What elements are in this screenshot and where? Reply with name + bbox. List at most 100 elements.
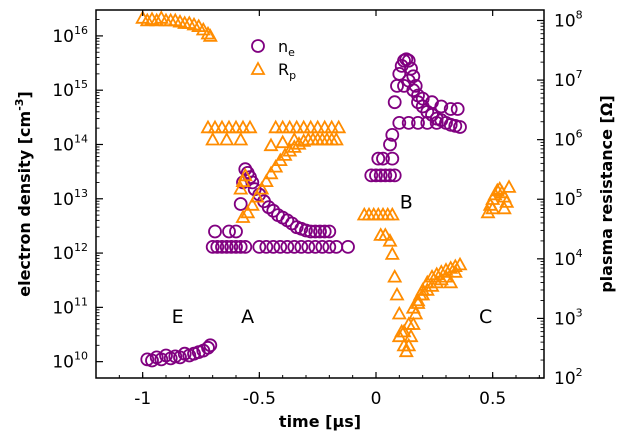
point-ne-74 bbox=[390, 79, 404, 93]
point-ne-16 bbox=[210, 239, 225, 254]
point-ne-57 bbox=[308, 239, 323, 254]
y-right-tick-label-2: 104 bbox=[554, 247, 583, 270]
point-ne-22 bbox=[238, 239, 253, 254]
y-axis-left-title-main: electron density [cm bbox=[15, 111, 34, 297]
point-rp-39 bbox=[282, 142, 298, 157]
point-rp-42 bbox=[296, 133, 312, 147]
point-ne-56 bbox=[301, 239, 316, 254]
point-ne-102 bbox=[450, 102, 465, 116]
point-ne-101 bbox=[443, 102, 458, 116]
point-ne-63 bbox=[369, 168, 383, 183]
point-rp-15 bbox=[202, 28, 218, 42]
point-ne-69 bbox=[376, 151, 390, 166]
point-ne-62 bbox=[364, 168, 379, 183]
point-ne-100 bbox=[434, 99, 449, 114]
point-rp-93 bbox=[447, 258, 463, 273]
y-right-tick-label-6: 108 bbox=[554, 8, 583, 31]
point-ne-66 bbox=[383, 168, 397, 183]
point-rp-72 bbox=[382, 233, 398, 247]
x-tick-label-2: 0 bbox=[371, 389, 382, 409]
annotations: E A B C bbox=[172, 191, 493, 328]
point-rp-24 bbox=[219, 131, 235, 146]
point-ne-55 bbox=[294, 239, 309, 254]
point-rp-32 bbox=[249, 188, 265, 203]
plot-frame bbox=[95, 9, 545, 379]
y-left-tick-label-1: 1011 bbox=[52, 295, 88, 318]
point-ne-64 bbox=[373, 168, 388, 183]
point-ne-106 bbox=[411, 95, 425, 110]
point-rp-74 bbox=[387, 268, 403, 283]
y-right-tick-label-5: 107 bbox=[554, 68, 583, 91]
point-rp-34 bbox=[258, 173, 274, 188]
point-rp-3 bbox=[149, 12, 165, 27]
point-ne-50 bbox=[259, 239, 274, 254]
point-ne-20 bbox=[229, 239, 243, 254]
y-left-tick-label-4: 1014 bbox=[52, 132, 88, 155]
y-axis-left-title: electron density [cm-3] bbox=[13, 91, 34, 297]
x-axis: -1 -0.5 0 0.5 bbox=[95, 10, 540, 409]
y-axis-left-title-sup: -3 bbox=[13, 99, 26, 111]
point-ne-36 bbox=[266, 203, 281, 218]
point-ne-47 bbox=[317, 224, 332, 239]
point-rp-106 bbox=[443, 274, 459, 289]
point-rp-118 bbox=[496, 200, 512, 215]
point-rp-102 bbox=[424, 278, 440, 292]
annotation-e: E bbox=[172, 306, 184, 328]
point-rp-49 bbox=[328, 131, 344, 146]
point-ne-75 bbox=[392, 67, 407, 81]
point-ne-45 bbox=[308, 224, 323, 239]
y-right-tick-label-0: 102 bbox=[554, 366, 583, 389]
point-rp-104 bbox=[433, 271, 449, 286]
point-rp-36 bbox=[268, 158, 284, 173]
legend-label-ne: ne bbox=[278, 37, 295, 59]
point-rp-30 bbox=[240, 204, 256, 219]
point-ne-23 bbox=[208, 224, 222, 239]
point-rp-97 bbox=[401, 316, 417, 330]
y-left-tick-label-6: 1016 bbox=[52, 24, 88, 47]
point-ne-94 bbox=[401, 116, 416, 130]
annotation-c: C bbox=[479, 306, 492, 328]
point-rp-117 bbox=[501, 179, 517, 193]
x-tick-label-1: -0.5 bbox=[243, 389, 276, 409]
point-rp-33 bbox=[254, 180, 270, 195]
point-ne-71 bbox=[383, 137, 397, 152]
point-rp-62 bbox=[286, 131, 302, 146]
legend-marker-ne bbox=[251, 39, 265, 53]
point-ne-13 bbox=[201, 340, 215, 355]
legend-label-ne-main: n bbox=[278, 37, 288, 56]
point-rp-91 bbox=[438, 262, 454, 276]
point-rp-31 bbox=[244, 197, 260, 211]
point-ne-25 bbox=[229, 224, 243, 239]
y-axis-right-title: plasma resistance [Ω] bbox=[597, 95, 616, 293]
point-rp-28 bbox=[237, 167, 253, 182]
point-rp-71 bbox=[377, 227, 393, 241]
point-rp-98 bbox=[405, 300, 421, 314]
point-ne-65 bbox=[378, 168, 393, 183]
x-tick-label-3: 0.5 bbox=[479, 389, 506, 409]
point-ne-53 bbox=[280, 239, 295, 254]
point-ne-17 bbox=[215, 239, 229, 254]
point-ne-60 bbox=[329, 239, 344, 254]
point-rp-59 bbox=[331, 119, 347, 134]
data-points-layer bbox=[135, 10, 517, 368]
point-rp-108 bbox=[480, 204, 496, 219]
point-rp-23 bbox=[205, 131, 221, 146]
y-right-tick-label-4: 106 bbox=[554, 128, 583, 151]
point-ne-46 bbox=[313, 224, 327, 239]
point-ne-21 bbox=[233, 239, 248, 254]
y-axis-left-title-end: ] bbox=[15, 91, 34, 98]
x-tick-label-0: -1 bbox=[134, 389, 151, 409]
point-ne-49 bbox=[252, 239, 267, 254]
y-right-tick-label-3: 105 bbox=[554, 187, 583, 210]
point-rp-38 bbox=[277, 147, 293, 161]
point-rp-61 bbox=[275, 134, 291, 149]
point-rp-101 bbox=[419, 282, 435, 296]
y-axis-left: 1010 1011 1012 1013 1014 1015 1016 bbox=[52, 9, 103, 373]
point-rp-69 bbox=[384, 206, 400, 221]
point-rp-73 bbox=[384, 246, 400, 260]
point-rp-22 bbox=[242, 119, 258, 134]
point-ne-79 bbox=[401, 53, 416, 68]
point-ne-48 bbox=[322, 224, 337, 239]
point-ne-54 bbox=[287, 239, 302, 254]
